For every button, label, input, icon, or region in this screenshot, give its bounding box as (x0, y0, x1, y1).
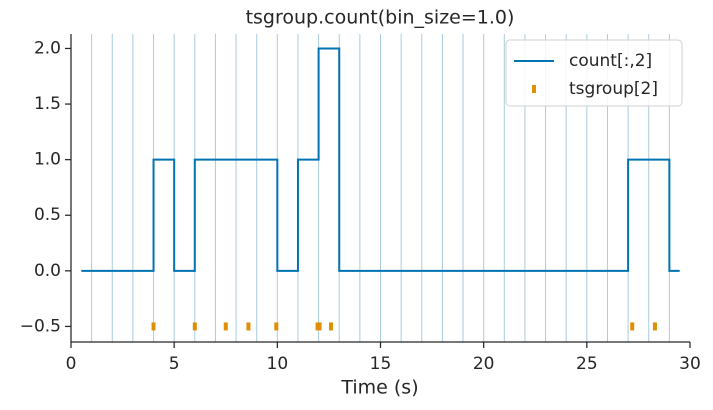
x-tick-label: 25 (576, 354, 598, 374)
spike-marker (630, 322, 635, 331)
x-tick-label: 0 (66, 354, 77, 374)
chart-title: tsgroup.count(bin_size=1.0) (246, 7, 515, 29)
legend-label: tsgroup[2] (569, 79, 658, 99)
y-tick-label: 1.0 (34, 150, 61, 170)
x-tick-label: 30 (679, 354, 701, 374)
spike-marker (223, 322, 228, 331)
spike-marker (317, 322, 322, 331)
spike-marker (151, 322, 156, 331)
x-axis-label: Time (s) (340, 377, 418, 399)
spike-marker (328, 322, 333, 331)
spike-marker (192, 322, 197, 331)
spike-marker (274, 322, 279, 331)
x-tick-label: 15 (370, 354, 392, 374)
count-line (81, 47, 680, 272)
spike-marker (652, 322, 657, 331)
spike-marker (315, 322, 320, 331)
y-tick-label: −0.5 (20, 316, 61, 336)
x-tick-label: 5 (169, 354, 180, 374)
legend-marker (532, 85, 536, 93)
y-tick-label: 2.0 (34, 38, 61, 58)
x-tick-label: 10 (267, 354, 289, 374)
legend-label: count[:,2] (569, 51, 652, 71)
y-tick-label: 1.5 (34, 94, 61, 114)
y-tick-label: 0.5 (34, 205, 61, 225)
y-tick-label: 0.0 (34, 261, 61, 281)
spike-marker (246, 322, 251, 331)
x-tick-label: 20 (473, 354, 495, 374)
legend-box (505, 39, 683, 107)
